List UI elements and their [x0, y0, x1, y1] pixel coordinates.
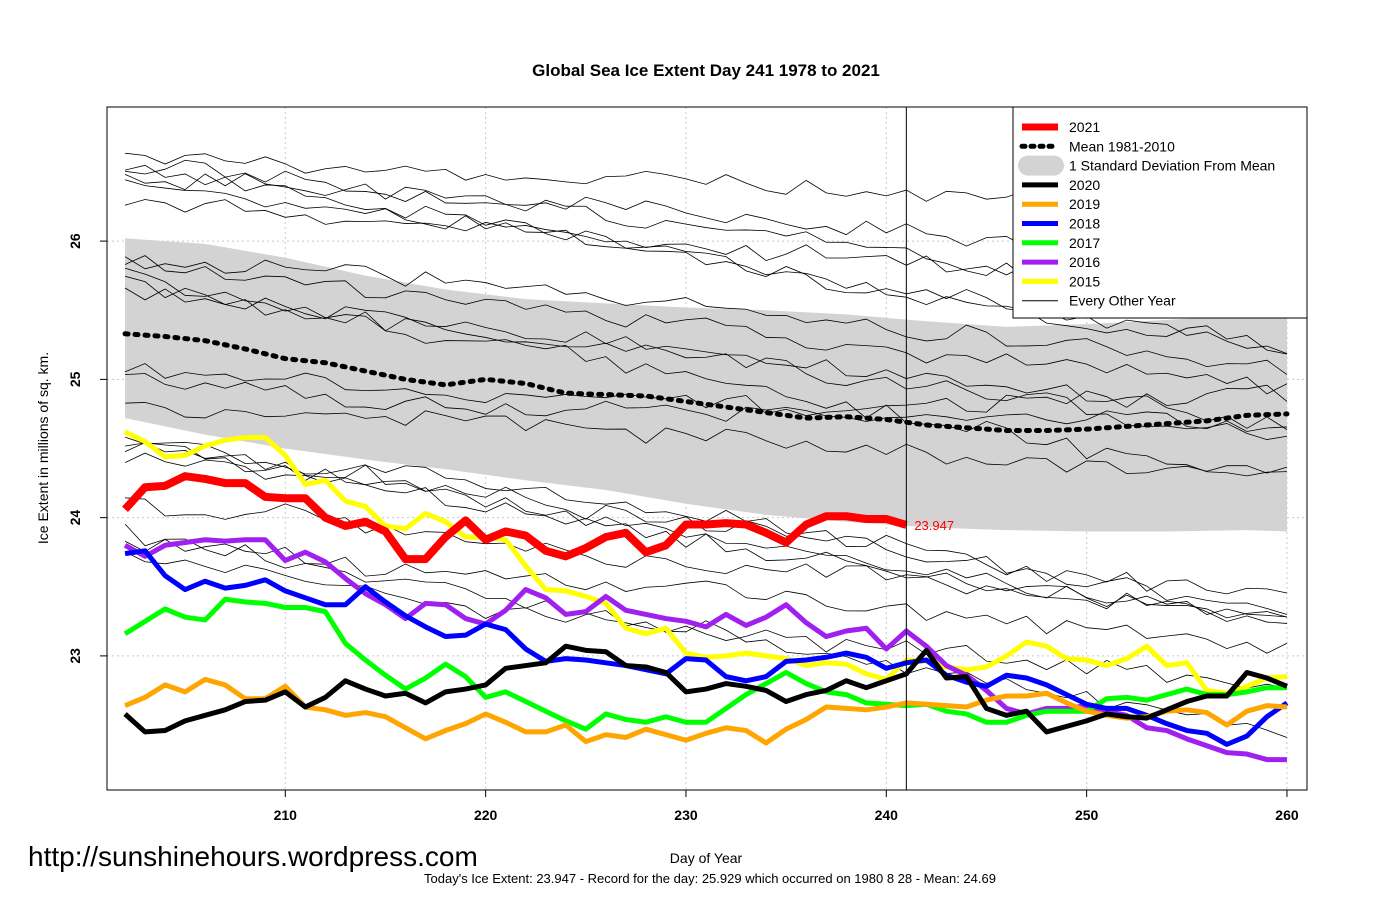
other-year-line-5 — [124, 436, 1288, 595]
legend-item-mean-1981-2010: Mean 1981-2010 — [1019, 138, 1175, 154]
x-axis-label: Day of Year — [670, 850, 743, 866]
y-axis-label: Ice Extent in millions of sq. km. — [35, 352, 51, 544]
y-tick-label-26: 26 — [67, 233, 83, 249]
other-year-line-10 — [125, 373, 1287, 432]
other-year-line-13 — [124, 551, 1288, 689]
other-year-line-3 — [125, 497, 1287, 618]
y-axis: 23 24 25 26 — [67, 233, 107, 664]
other-year-line-12 — [124, 538, 1288, 654]
series-2020 — [123, 643, 1288, 735]
legend: 2021 Mean 1981-2010 1 Standard Deviation F… — [1012, 106, 1308, 319]
x-tick-label-210: 210 — [274, 807, 298, 823]
legend-box — [1012, 106, 1308, 319]
series-lines — [122, 331, 1290, 763]
legend-label: 2020 — [1069, 177, 1100, 193]
x-axis: 210 220 230 240 250 260 — [274, 790, 1299, 823]
legend-label: Mean 1981-2010 — [1069, 138, 1175, 154]
series-2021 — [122, 472, 908, 564]
other-year-line-11 — [124, 179, 1288, 355]
legend-item-1-standard-deviation-from-mean: 1 Standard Deviation From Mean — [1018, 155, 1275, 176]
other-year-line-16 — [124, 442, 1287, 624]
std-deviation-band — [125, 238, 1287, 532]
legend-item-2020: 2020 — [1022, 177, 1100, 193]
legend-label: 2021 — [1069, 119, 1100, 135]
other-year-line-1 — [124, 523, 1288, 738]
footnote: Today's Ice Extent: 23.947 - Record for … — [424, 871, 996, 886]
x-tick-label-220: 220 — [474, 807, 498, 823]
x-tick-label-240: 240 — [875, 807, 899, 823]
legend-item-2019: 2019 — [1022, 196, 1100, 212]
plot-area: 23.947 — [107, 107, 1307, 790]
legend-label: 2015 — [1069, 273, 1100, 289]
other-year-line-6 — [124, 256, 1288, 375]
legend-item-2017: 2017 — [1022, 235, 1100, 251]
legend-item-2018: 2018 — [1022, 216, 1100, 232]
legend-label: 2016 — [1069, 254, 1100, 270]
legend-label: 2019 — [1069, 196, 1100, 212]
x-tick-label-260: 260 — [1275, 807, 1299, 823]
current-extent-label: 23.947 — [914, 518, 954, 533]
every-other-year-lines — [124, 152, 1288, 738]
legend-label: 2018 — [1069, 216, 1100, 232]
series-2015 — [123, 429, 1288, 696]
watermark-url: http://sunshinehours.wordpress.com — [28, 841, 478, 872]
other-year-line-9 — [124, 363, 1288, 417]
other-year-line-14 — [124, 164, 1288, 355]
legend-item-every-other-year: Every Other Year — [1022, 293, 1176, 309]
x-tick-label-230: 230 — [674, 807, 698, 823]
legend-item-2016: 2016 — [1022, 254, 1100, 270]
legend-item-2015: 2015 — [1022, 273, 1100, 289]
plot-frame — [106, 106, 1308, 791]
other-year-line-15 — [125, 402, 1288, 475]
other-year-line-22 — [124, 267, 1288, 440]
legend-label: 2017 — [1069, 235, 1100, 251]
chart-title: Global Sea Ice Extent Day 241 1978 to 20… — [532, 61, 880, 80]
legend-label: 1 Standard Deviation From Mean — [1069, 158, 1275, 174]
series-mean-1981-2010 — [122, 331, 1290, 434]
other-year-line-19 — [124, 287, 1287, 477]
other-year-line-7 — [124, 275, 1288, 430]
y-tick-label-25: 25 — [67, 371, 83, 387]
y-tick-label-24: 24 — [67, 510, 83, 526]
x-tick-label-250: 250 — [1075, 807, 1099, 823]
legend-item-2021: 2021 — [1022, 119, 1100, 135]
series-2018 — [124, 548, 1289, 747]
legend-label: Every Other Year — [1069, 293, 1176, 309]
other-year-line-17 — [124, 255, 1288, 395]
y-tick-label-23: 23 — [67, 648, 83, 664]
legend-swatch — [1018, 155, 1064, 176]
series-2019 — [124, 676, 1288, 746]
